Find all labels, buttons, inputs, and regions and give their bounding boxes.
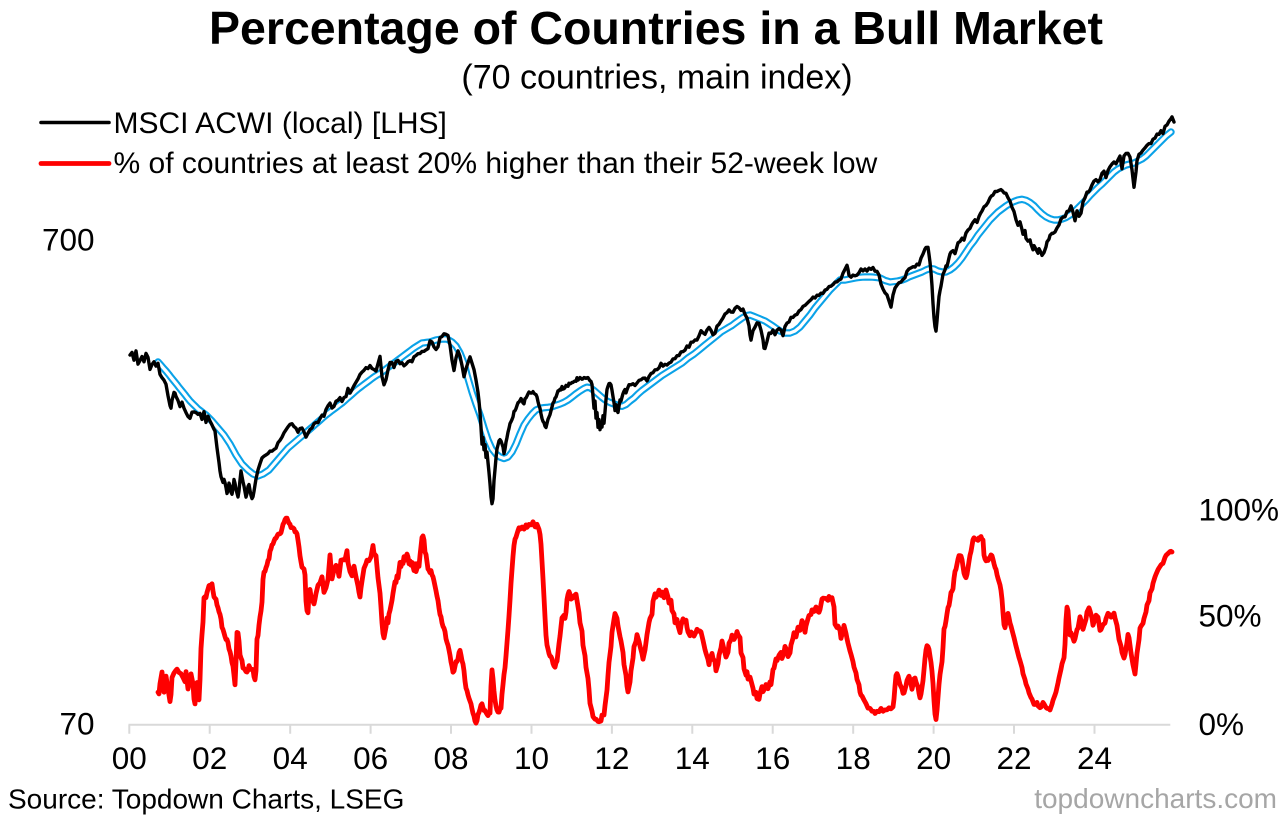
svg-text:70: 70 bbox=[59, 706, 94, 742]
svg-text:12: 12 bbox=[594, 740, 629, 776]
svg-text:10: 10 bbox=[514, 740, 549, 776]
svg-text:700: 700 bbox=[42, 222, 95, 258]
svg-text:14: 14 bbox=[675, 740, 710, 776]
svg-text:MSCI ACWI (local) [LHS]: MSCI ACWI (local) [LHS] bbox=[114, 107, 447, 140]
svg-text:100%: 100% bbox=[1199, 492, 1280, 528]
svg-text:topdowncharts.com: topdowncharts.com bbox=[1034, 783, 1277, 814]
svg-text:18: 18 bbox=[836, 740, 871, 776]
svg-text:02: 02 bbox=[192, 740, 227, 776]
svg-text:24: 24 bbox=[1077, 740, 1112, 776]
svg-text:08: 08 bbox=[433, 740, 468, 776]
svg-text:Source: Topdown Charts, LSEG: Source: Topdown Charts, LSEG bbox=[8, 784, 404, 815]
svg-text:16: 16 bbox=[755, 740, 790, 776]
svg-text:22: 22 bbox=[996, 740, 1031, 776]
svg-text:% of countries at least 20% hi: % of countries at least 20% higher than … bbox=[114, 147, 878, 180]
svg-text:00: 00 bbox=[112, 740, 147, 776]
svg-text:Percentage of Countries in a B: Percentage of Countries in a Bull Market bbox=[209, 2, 1103, 54]
svg-text:06: 06 bbox=[353, 740, 388, 776]
svg-text:0%: 0% bbox=[1199, 706, 1245, 742]
svg-text:04: 04 bbox=[273, 740, 308, 776]
svg-text:50%: 50% bbox=[1199, 598, 1262, 634]
svg-text:20: 20 bbox=[916, 740, 951, 776]
svg-text:(70 countries, main index): (70 countries, main index) bbox=[461, 59, 852, 97]
